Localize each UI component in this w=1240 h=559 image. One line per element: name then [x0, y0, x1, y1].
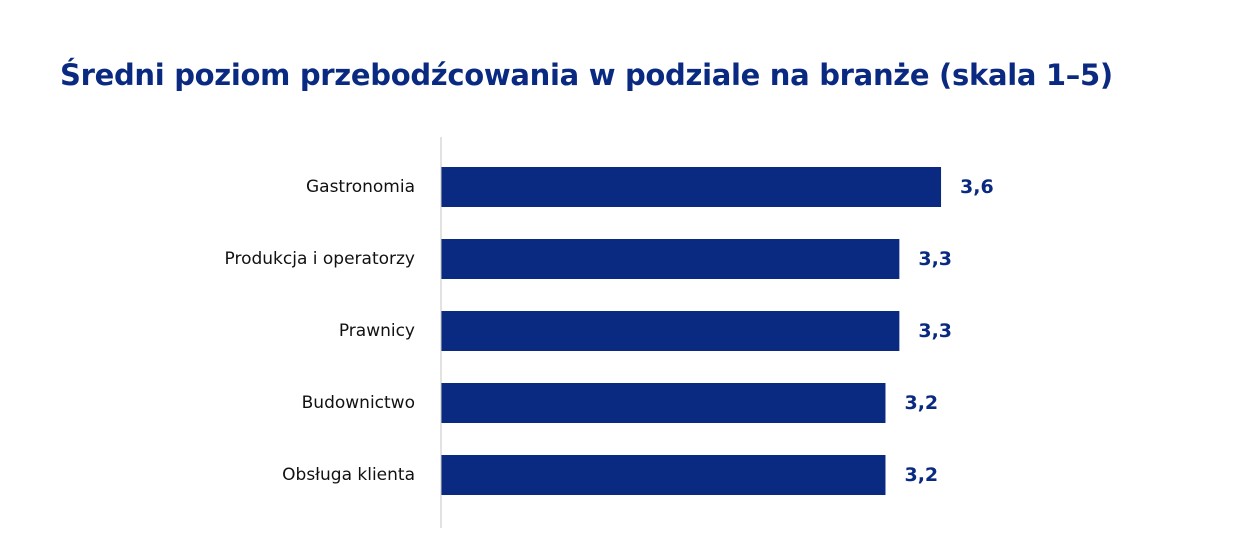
value-label: 3,6: [960, 176, 994, 198]
value-label: 3,3: [918, 248, 952, 270]
category-label: Produkcja i operatorzy: [225, 249, 416, 269]
category-labels-group: Gastronomia Produkcja i operatorzy Prawnic…: [225, 177, 416, 485]
category-label: Prawnicy: [339, 321, 415, 341]
category-label: Gastronomia: [306, 177, 415, 197]
bar-1: [441, 239, 900, 279]
chart-title: Średni poziom przebodźcowania w podziale…: [60, 58, 1113, 92]
bar-0: [441, 167, 942, 207]
bar-4: [441, 455, 886, 495]
value-labels-group: 3,6 3,3 3,3 3,2 3,2: [904, 176, 993, 486]
category-label: Obsługa klienta: [282, 465, 415, 485]
bars-group: [441, 167, 942, 495]
value-label: 3,2: [904, 392, 938, 414]
value-label: 3,2: [904, 464, 938, 486]
value-label: 3,3: [918, 320, 952, 342]
bar-3: [441, 383, 886, 423]
bar-2: [441, 311, 900, 351]
category-label: Budownictwo: [302, 393, 415, 413]
